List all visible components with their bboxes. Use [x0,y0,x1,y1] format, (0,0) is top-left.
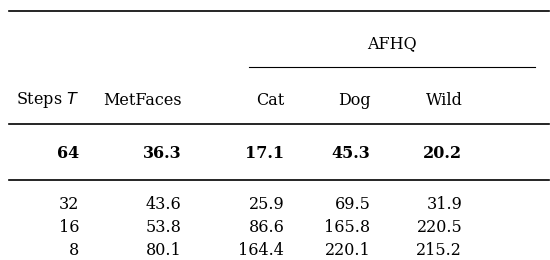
Text: 43.6: 43.6 [146,197,182,213]
Text: 165.8: 165.8 [324,219,371,236]
Text: 69.5: 69.5 [335,197,371,213]
Text: 8: 8 [69,242,79,259]
Text: Dog: Dog [338,92,371,109]
Text: Steps $T$: Steps $T$ [16,90,79,110]
Text: AFHQ: AFHQ [367,35,417,52]
Text: 17.1: 17.1 [245,145,284,162]
Text: 32: 32 [59,197,79,213]
Text: 80.1: 80.1 [146,242,182,259]
Text: 16: 16 [59,219,79,236]
Text: 45.3: 45.3 [332,145,371,162]
Text: Wild: Wild [426,92,463,109]
Text: 215.2: 215.2 [416,242,463,259]
Text: 86.6: 86.6 [249,219,284,236]
Text: 20.2: 20.2 [423,145,463,162]
Text: 36.3: 36.3 [143,145,182,162]
Text: 220.1: 220.1 [325,242,371,259]
Text: 64: 64 [57,145,79,162]
Text: 53.8: 53.8 [146,219,182,236]
Text: 220.5: 220.5 [416,219,463,236]
Text: Cat: Cat [256,92,284,109]
Text: 31.9: 31.9 [426,197,463,213]
Text: 164.4: 164.4 [238,242,284,259]
Text: 25.9: 25.9 [249,197,284,213]
Text: MetFaces: MetFaces [103,92,182,109]
